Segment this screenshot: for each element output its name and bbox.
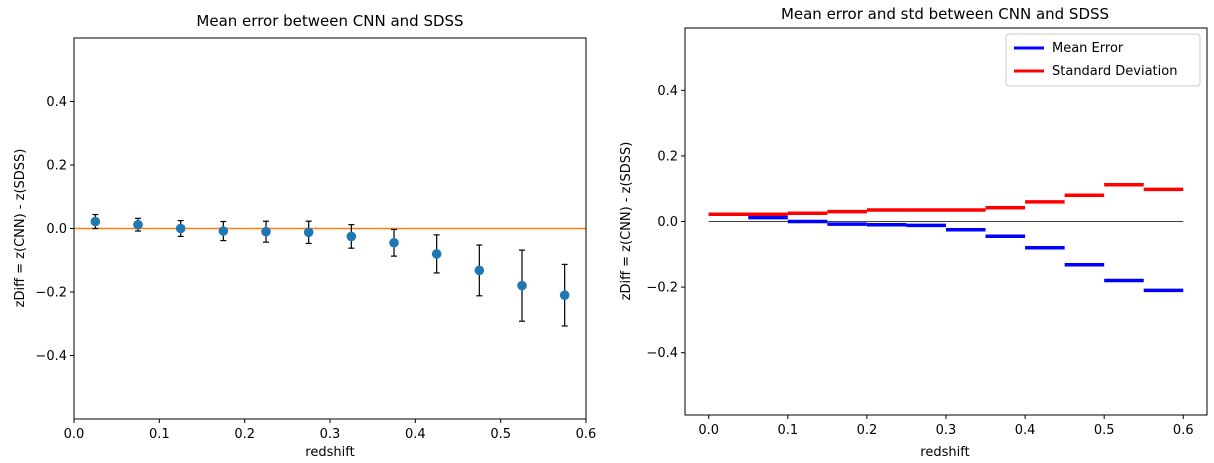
right-y-axis-label: zDiff = z(CNN) - z(SDSS)	[619, 142, 634, 301]
left-x-axis-label: redshift	[305, 445, 354, 460]
left-data-point	[133, 219, 143, 230]
left-x-tick-label: 0.5	[490, 427, 511, 442]
left-data-point	[431, 249, 442, 259]
right-plot-area	[708, 183, 1184, 293]
left-data-point	[474, 265, 485, 276]
legend-label-mean-error: Mean Error	[1052, 41, 1124, 56]
left-x-tick-label: 0.2	[234, 427, 255, 442]
right-x-tick-label: 0.5	[1094, 423, 1115, 438]
left-chart: Mean error between CNN and SDSS 0.0 0.1 0.…	[13, 12, 596, 460]
right-chart: Mean error and std between CNN and SDSS …	[619, 5, 1208, 460]
right-y-ticks: −0.4 −0.2 0.0 0.2 0.4	[646, 84, 685, 361]
legend-box	[1005, 33, 1201, 87]
left-x-tick-label: 0.4	[405, 427, 426, 442]
left-y-axis-label: zDiff = z(CNN) - z(SDSS)	[13, 149, 28, 308]
left-x-ticks: 0.0 0.1 0.2 0.3 0.4 0.5 0.6	[64, 419, 597, 442]
left-data-point	[261, 226, 271, 237]
left-x-tick-label: 0.6	[576, 427, 597, 442]
left-x-tick-label: 0.1	[149, 427, 170, 442]
right-x-axis-label: redshift	[920, 445, 969, 460]
right-y-tick-label: 0.0	[657, 215, 678, 230]
left-y-tick-label: 0.0	[46, 222, 67, 237]
right-x-tick-label: 0.1	[777, 423, 798, 438]
right-y-tick-label: −0.4	[646, 346, 678, 361]
left-x-tick-label: 0.0	[64, 427, 85, 442]
legend: Mean Error Standard Deviation	[1005, 33, 1201, 87]
left-data-point	[346, 231, 357, 242]
left-data-point	[175, 223, 186, 234]
right-x-tick-label: 0.4	[1015, 423, 1036, 438]
right-y-tick-label: 0.2	[657, 149, 678, 164]
right-x-tick-label: 0.2	[857, 423, 878, 438]
right-x-tick-label: 0.0	[698, 423, 719, 438]
left-y-tick-label: −0.4	[35, 349, 67, 364]
right-y-tick-label: −0.2	[646, 281, 678, 296]
right-chart-title: Mean error and std between CNN and SDSS	[781, 5, 1109, 23]
left-data-point	[517, 280, 527, 291]
left-chart-title: Mean error between CNN and SDSS	[196, 12, 463, 30]
left-data-point	[218, 226, 229, 236]
left-plot-area	[74, 213, 586, 327]
left-data-point	[559, 290, 570, 300]
left-y-ticks: −0.4 −0.2 0.0 0.2 0.4	[35, 95, 74, 364]
right-x-ticks: 0.0 0.1 0.2 0.3 0.4 0.5 0.6	[698, 415, 1194, 438]
right-y-tick-label: 0.4	[657, 84, 678, 99]
right-x-tick-label: 0.3	[936, 423, 957, 438]
left-data-point	[389, 237, 399, 248]
left-x-tick-label: 0.3	[320, 427, 341, 442]
legend-label-standard-deviation: Standard Deviation	[1052, 64, 1177, 79]
left-data-point	[303, 227, 314, 238]
left-y-tick-label: 0.4	[46, 95, 67, 110]
left-y-tick-label: 0.2	[46, 159, 67, 174]
left-data-point	[90, 216, 101, 227]
right-x-tick-label: 0.6	[1173, 423, 1194, 438]
left-y-tick-label: −0.2	[35, 286, 67, 301]
